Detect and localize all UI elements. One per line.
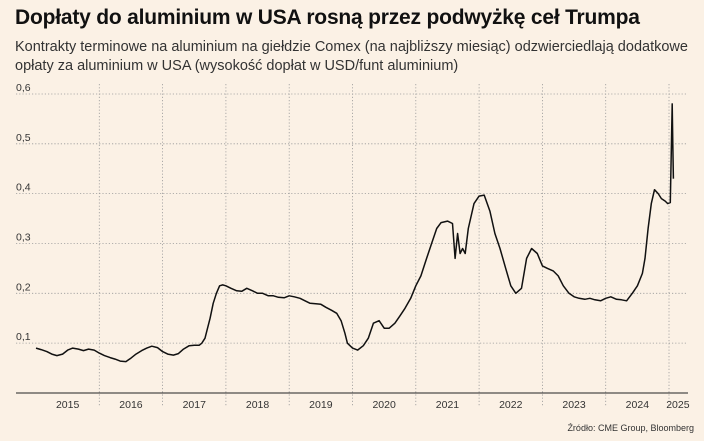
x-tick-label: 2018: [246, 399, 270, 411]
y-tick-label: 0,6: [16, 82, 31, 94]
x-tick-label: 2016: [119, 399, 143, 411]
x-tick-label: 2019: [309, 399, 333, 411]
x-tick-label: 2022: [499, 399, 523, 411]
x-tick-label: 2017: [183, 399, 207, 411]
x-axis: 2015 2016 2017 2018 2019 2020 2021 2022 2023 2024…: [16, 392, 690, 411]
y-axis: 0,1 0,2 0,3 0,4 0,5 0,6: [16, 82, 31, 343]
chart-title: Dopłaty do aluminium w USA rosną przez p…: [15, 6, 640, 29]
x-tick-label: 2023: [562, 399, 586, 411]
series-line-0: [35, 103, 675, 363]
grid-lines: [16, 84, 688, 407]
x-tick-label: 2024: [626, 399, 650, 411]
source-note: Źródło: CME Group, Bloomberg: [567, 423, 694, 433]
x-tick-label: 2021: [436, 399, 460, 411]
y-tick-label: 0,4: [16, 182, 31, 194]
y-tick-label: 0,5: [16, 132, 31, 144]
x-tick-label: 2025: [666, 399, 690, 411]
series-group: [35, 103, 675, 363]
x-tick-label: 2015: [56, 399, 80, 411]
y-tick-label: 0,2: [16, 281, 31, 293]
chart-subtitle: Kontrakty terminowe na aluminium na gieł…: [15, 39, 688, 74]
y-tick-label: 0,1: [16, 331, 31, 343]
y-tick-label: 0,3: [16, 231, 31, 243]
x-tick-label: 2020: [372, 399, 396, 411]
